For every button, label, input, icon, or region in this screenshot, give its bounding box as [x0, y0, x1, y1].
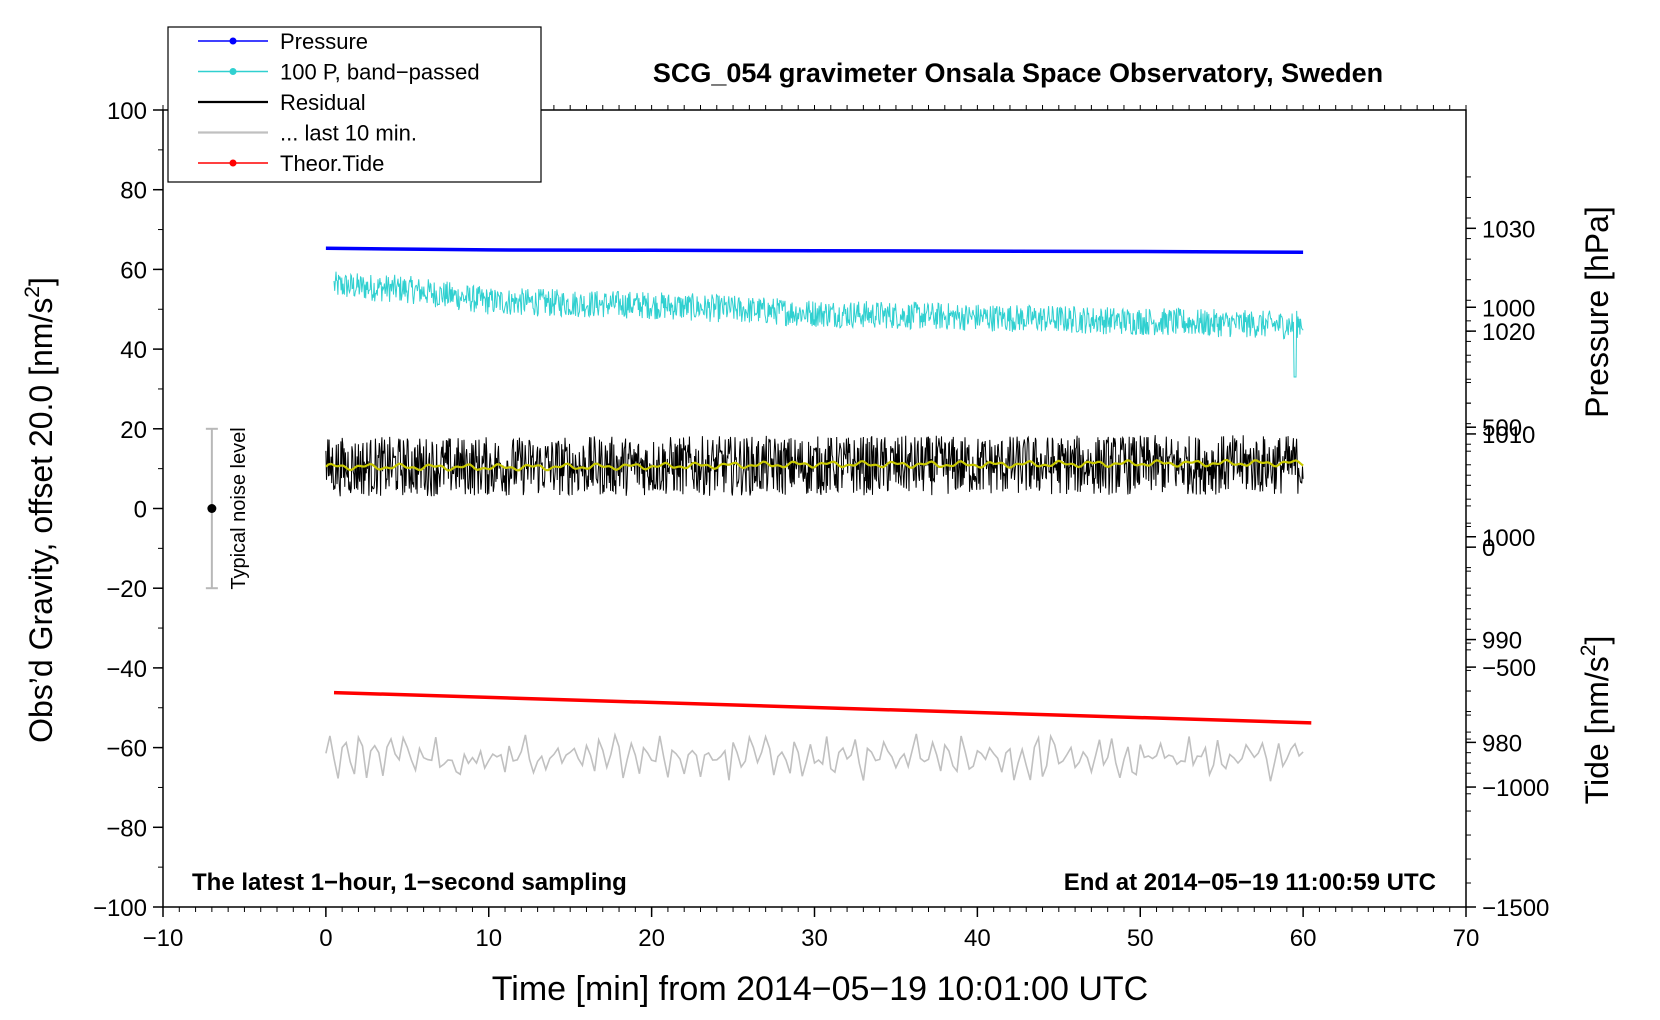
x-tick-label: 50 — [1127, 925, 1154, 952]
tide-tick-label: −500 — [1482, 655, 1536, 682]
legend-label: Pressure — [280, 29, 368, 54]
y-left-tick-label: 80 — [120, 178, 147, 205]
y-left-tick-label: 0 — [134, 497, 147, 524]
plot-frame — [162, 109, 1467, 908]
y-axis-label-pressure: Pressure [hPa] — [1579, 206, 1615, 418]
pressure-tick-label: 1000 — [1482, 525, 1535, 552]
x-tick-label: 60 — [1290, 925, 1317, 952]
x-tick-label: 0 — [319, 925, 332, 952]
series-100-p-band-passed — [333, 271, 1304, 378]
noise-bar-label: Typical noise level — [228, 427, 250, 589]
legend-label: 100 P, band−passed — [280, 60, 480, 85]
y-axis-label-left: Obs’d Gravity, offset 20.0 [nm/s2] — [21, 277, 59, 743]
annotation-sampling: The latest 1−hour, 1−second sampling — [192, 869, 627, 896]
y-axis-label-tide: Tide [nm/s2] — [1577, 636, 1615, 805]
pressure-tick-label: 1030 — [1482, 216, 1535, 243]
axes-layer: −10 0 10 20 30 40 50 60 70−100−80−60−40−20020406… — [93, 98, 1549, 952]
noise-level-indicator: Typical noise level — [205, 427, 250, 590]
legend-marker — [229, 159, 237, 167]
pressure-tick-label: 990 — [1482, 628, 1522, 655]
x-tick-label: 40 — [964, 925, 991, 952]
x-tick-label: 20 — [638, 925, 665, 952]
y-axis-label-left-main: Obs’d Gravity, offset 20.0 [nm/s — [23, 298, 59, 743]
x-tick-label: 30 — [801, 925, 828, 952]
x-tick-label: 70 — [1453, 925, 1480, 952]
y-axis-label-tide-sup: 2 — [1577, 645, 1600, 657]
y-left-tick-label: −40 — [106, 656, 147, 683]
legend-marker — [229, 68, 237, 75]
tide-tick-label: 500 — [1482, 415, 1522, 442]
series-theor-tide — [333, 690, 1312, 725]
legend-entry: Theor.Tide — [198, 151, 384, 176]
legend-box — [167, 26, 542, 183]
x-tick-label: 10 — [475, 925, 502, 952]
legend-entry: 100 P, band−passed — [198, 60, 480, 85]
tide-tick-label: −1000 — [1482, 775, 1549, 802]
legend-marker — [229, 37, 237, 45]
series-pressure — [325, 246, 1304, 255]
series-residual-smoothed — [325, 458, 1304, 472]
y-axis-label-tide-main: Tide [nm/s — [1579, 656, 1615, 804]
legend: Pressure 100 P, band−passed Residual ... la… — [167, 26, 542, 183]
pressure-tick-label: 1010 — [1482, 422, 1535, 449]
y-axis-label-left-sup: 2 — [21, 286, 44, 298]
x-axis-label: Time [min] from 2014−05−19 10:01:00 UTC — [492, 970, 1148, 1008]
legend-label: Residual — [280, 90, 366, 115]
y-left-tick-label: 40 — [120, 337, 147, 364]
x-tick-label: −10 — [143, 925, 184, 952]
legend-entry: ... last 10 min. — [198, 121, 417, 146]
y-left-tick-label: −100 — [93, 895, 147, 922]
legend-label: ... last 10 min. — [280, 121, 417, 146]
tide-tick-label: 0 — [1482, 535, 1495, 562]
tide-tick-label: 1000 — [1482, 295, 1535, 322]
y-axis-label-tide-end: ] — [1579, 636, 1615, 645]
pressure-tick-label: 1020 — [1482, 319, 1535, 346]
series-last-10-min — [325, 732, 1304, 782]
y-left-tick-label: 20 — [120, 417, 147, 444]
annotation-end-time: End at 2014−05−19 11:00:59 UTC — [1064, 869, 1436, 896]
legend-label: Theor.Tide — [280, 151, 384, 176]
series-residual — [325, 435, 1304, 497]
pressure-tick-label: 980 — [1482, 730, 1522, 757]
series-layer — [325, 246, 1312, 782]
y-left-tick-label: −60 — [106, 736, 147, 763]
noise-bar-dot — [207, 504, 217, 513]
tide-tick-label: −1500 — [1482, 895, 1549, 922]
y-left-tick-label: 60 — [120, 257, 147, 284]
y-left-tick-label: −80 — [106, 815, 147, 842]
y-axis-label-left-end: ] — [23, 277, 59, 286]
y-left-tick-label: −20 — [106, 576, 147, 603]
legend-entry: Residual — [198, 90, 366, 115]
legend-entry: Pressure — [198, 29, 368, 54]
y-left-tick-label: 100 — [107, 98, 147, 125]
chart-title: SCG_054 gravimeter Onsala Space Observat… — [653, 58, 1383, 88]
